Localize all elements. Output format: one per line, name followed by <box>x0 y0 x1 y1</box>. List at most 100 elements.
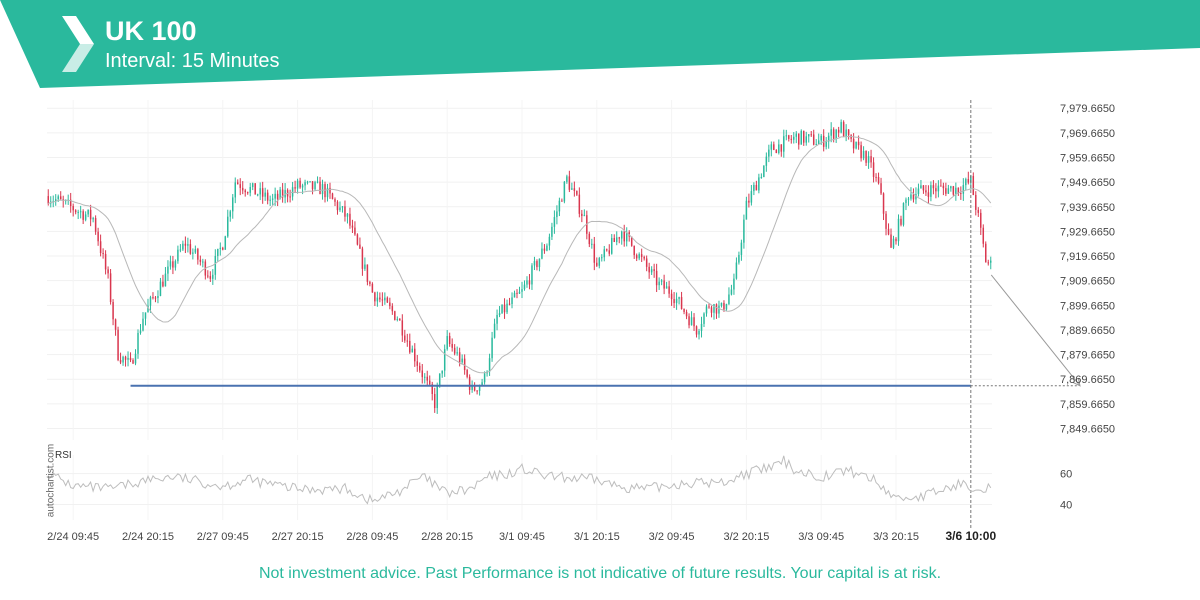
candle <box>416 354 419 372</box>
x-tick-label: 2/28 09:45 <box>346 531 398 543</box>
candle <box>74 209 77 215</box>
candle <box>521 281 523 299</box>
candle <box>299 177 301 189</box>
candle <box>945 182 947 197</box>
candle <box>204 259 207 280</box>
candle <box>877 172 880 185</box>
candle <box>354 221 356 236</box>
candle <box>845 124 847 142</box>
candle <box>281 183 284 203</box>
candle <box>102 248 104 259</box>
candle <box>132 358 134 365</box>
candle <box>59 191 62 200</box>
candle <box>251 182 254 191</box>
candle <box>718 300 720 318</box>
candle <box>887 223 890 236</box>
candle <box>99 234 102 257</box>
candle <box>531 263 533 290</box>
candle <box>54 194 57 206</box>
candle <box>309 181 311 183</box>
candle <box>673 292 675 309</box>
candle <box>366 264 369 286</box>
candle <box>149 295 152 313</box>
candle <box>668 280 670 298</box>
candle <box>910 187 912 201</box>
candle <box>506 299 508 315</box>
candle <box>778 139 780 155</box>
candle <box>536 259 538 271</box>
current-time-label: 3/6 10:00 <box>945 529 996 543</box>
candle <box>588 231 591 248</box>
candle <box>167 260 169 281</box>
candle <box>476 390 478 395</box>
candle <box>239 178 241 196</box>
candle <box>344 200 346 222</box>
candle <box>700 316 703 338</box>
candle <box>783 129 785 158</box>
candle <box>236 179 239 185</box>
candle <box>296 178 299 194</box>
rsi-line <box>47 455 992 505</box>
candle <box>852 133 855 154</box>
candle <box>157 290 159 304</box>
x-tick-label: 2/24 09:45 <box>47 531 99 543</box>
candle <box>222 246 224 251</box>
candle <box>556 205 558 225</box>
candle <box>875 173 877 182</box>
candle <box>768 144 770 163</box>
candle <box>608 244 611 257</box>
candle <box>448 332 451 347</box>
candle <box>77 209 79 220</box>
candle <box>925 185 927 196</box>
candle <box>815 139 817 146</box>
y-tick-label: 7,899.6650 <box>1060 300 1115 312</box>
candle <box>842 120 845 137</box>
candle <box>543 244 546 254</box>
candle <box>581 209 583 223</box>
candle <box>409 333 411 354</box>
header-band <box>0 0 1200 88</box>
candle <box>553 210 556 234</box>
watermark: autochartist.com <box>45 443 57 518</box>
x-tick-label: 2/24 20:15 <box>122 531 174 543</box>
candle <box>977 207 980 217</box>
candle <box>276 190 279 207</box>
candle <box>114 318 117 336</box>
candle <box>698 328 700 340</box>
candle <box>962 178 965 201</box>
gridlines <box>47 100 992 520</box>
price-chart[interactable]: 7,979.6650 7,969.6650 7,959.6650 7,949.6650… <box>0 0 1200 560</box>
candle <box>89 204 92 227</box>
candle <box>339 201 341 212</box>
candle <box>316 176 319 184</box>
candle <box>862 146 865 161</box>
candle <box>486 370 488 377</box>
candle <box>790 134 793 144</box>
candle <box>361 246 364 276</box>
candle <box>710 305 713 318</box>
candle <box>660 279 663 286</box>
y-tick-label: 7,979.6650 <box>1060 103 1115 115</box>
candle <box>518 286 521 294</box>
candle <box>865 150 867 166</box>
candle <box>785 129 788 141</box>
candle <box>800 129 803 145</box>
candle <box>97 227 99 246</box>
candle <box>513 290 516 298</box>
candle <box>359 237 361 250</box>
candle <box>443 344 446 377</box>
candle <box>336 200 339 215</box>
candle <box>735 257 738 280</box>
candle <box>341 205 344 213</box>
candle <box>399 318 401 321</box>
candle <box>466 368 468 379</box>
candle <box>329 182 331 199</box>
candle <box>895 237 897 245</box>
candle <box>364 257 366 271</box>
candle <box>207 270 209 279</box>
candle <box>982 224 985 248</box>
candle <box>695 325 698 338</box>
candle <box>87 209 89 218</box>
candle <box>112 299 114 326</box>
candle <box>591 238 593 249</box>
